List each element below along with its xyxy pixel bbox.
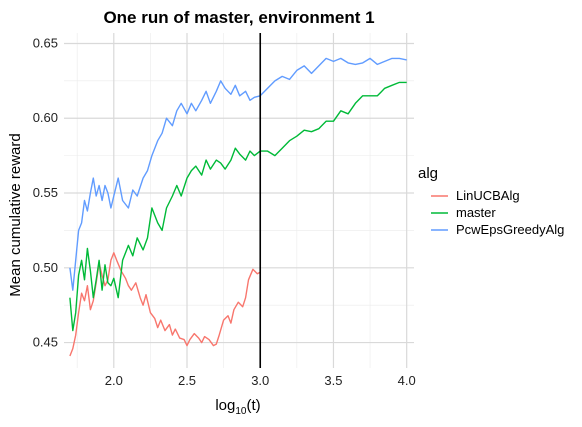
legend-title: alg [418, 165, 438, 182]
series-line-master [69, 81, 407, 332]
legend-label-PcwEpsGreedyAlg: PcwEpsGreedyAlg [456, 222, 564, 237]
y-tick-label: 0.50 [33, 260, 58, 275]
x-axis-label-base: log [215, 397, 235, 414]
x-axis-label: log10(t) [215, 397, 260, 417]
x-tick-label: 2.0 [105, 373, 123, 388]
y-tick-label: 0.45 [33, 335, 58, 350]
legend-label-master: master [456, 205, 496, 220]
legend: alg LinUCBAlg master PcwEpsGreedyAlg [418, 165, 564, 237]
x-axis-label-arg: (t) [246, 397, 260, 414]
y-tick-labels: 0.45 0.50 0.55 0.60 0.65 [33, 35, 58, 349]
y-tick-label: 0.60 [33, 110, 58, 125]
x-axis-label-subscript: 10 [235, 406, 247, 417]
x-tick-label: 3.0 [251, 373, 269, 388]
x-tick-label: 4.0 [398, 373, 416, 388]
series-lines [69, 57, 407, 357]
grid [64, 33, 414, 368]
chart-title: One run of master, environment 1 [103, 8, 374, 27]
x-tick-label: 3.5 [324, 373, 342, 388]
y-tick-label: 0.65 [33, 35, 58, 50]
y-axis-label: Mean cumulative reward [7, 133, 24, 296]
y-tick-label: 0.55 [33, 185, 58, 200]
series-line-PcwEpsGreedyAlg [69, 57, 407, 291]
x-tick-labels: 2.0 2.5 3.0 3.5 4.0 [105, 373, 416, 388]
legend-label-LinUCBAlg: LinUCBAlg [456, 188, 520, 203]
x-tick-label: 2.5 [178, 373, 196, 388]
